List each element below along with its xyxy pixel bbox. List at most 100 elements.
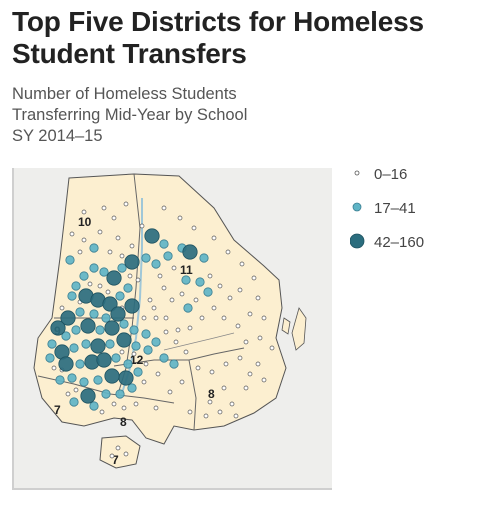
bronx-map: 10 11 9 12 7 8 8 7 bbox=[33, 173, 307, 469]
school-dot-small bbox=[261, 315, 267, 321]
school-dot-medium bbox=[181, 275, 191, 285]
school-dot-medium bbox=[79, 377, 89, 387]
school-dot-medium bbox=[71, 325, 81, 335]
school-dot-medium bbox=[131, 341, 141, 351]
legend-label-medium: 17–41 bbox=[374, 200, 416, 217]
school-dot-small bbox=[147, 297, 153, 303]
school-dot-medium bbox=[89, 401, 99, 411]
school-dot-small bbox=[217, 283, 223, 289]
school-dot-medium bbox=[101, 389, 111, 399]
legend-large-dot bbox=[350, 233, 365, 249]
school-dot-medium bbox=[105, 339, 115, 349]
school-dot-small bbox=[155, 371, 161, 377]
school-dot-small bbox=[119, 253, 125, 259]
school-dot-small bbox=[171, 265, 177, 271]
school-dot-small bbox=[133, 401, 139, 407]
school-dot-small bbox=[207, 273, 213, 279]
subtitle: Number of Homeless Students Transferring… bbox=[12, 84, 247, 147]
school-dot-small bbox=[77, 249, 83, 255]
school-dot-small bbox=[119, 349, 125, 355]
school-dot-medium bbox=[133, 367, 143, 377]
school-dot-small bbox=[225, 249, 231, 255]
school-dot-small bbox=[247, 371, 253, 377]
school-dot-medium bbox=[203, 287, 213, 297]
school-dot-small bbox=[115, 445, 121, 451]
school-dot-medium bbox=[127, 383, 137, 393]
school-dot-medium bbox=[117, 263, 127, 273]
school-dot-small bbox=[161, 285, 167, 291]
school-dot-medium bbox=[151, 337, 161, 347]
school-dot-medium bbox=[115, 291, 125, 301]
school-dot-small bbox=[207, 399, 213, 405]
eastern-island bbox=[291, 307, 307, 351]
legend-item-small: 0–16 bbox=[350, 163, 475, 197]
school-dot-medium bbox=[45, 353, 55, 363]
school-dot-small bbox=[243, 385, 249, 391]
district-label-12: 12 bbox=[130, 353, 144, 367]
school-dot-medium bbox=[159, 353, 169, 363]
school-dot-large bbox=[58, 356, 74, 372]
school-dot-large bbox=[124, 298, 140, 314]
school-dot-large bbox=[144, 228, 160, 244]
school-dot-medium bbox=[89, 243, 99, 253]
school-dot-medium bbox=[159, 239, 169, 249]
school-dot-small bbox=[243, 339, 249, 345]
school-dot-small bbox=[97, 229, 103, 235]
school-dot-small bbox=[255, 295, 261, 301]
legend-label-large: 42–160 bbox=[374, 234, 425, 251]
school-dot-small bbox=[251, 275, 257, 281]
school-dot-small bbox=[223, 361, 229, 367]
school-dot-medium bbox=[75, 359, 85, 369]
school-dot-small bbox=[141, 315, 147, 321]
school-dot-medium bbox=[183, 303, 193, 313]
school-dot-medium bbox=[75, 307, 85, 317]
school-dot-medium bbox=[141, 329, 151, 339]
school-dot-large bbox=[102, 296, 118, 312]
school-dot-small bbox=[111, 215, 117, 221]
school-dot-small bbox=[221, 385, 227, 391]
school-dot-small bbox=[163, 315, 169, 321]
school-dot-small bbox=[141, 379, 147, 385]
school-dot-medium bbox=[111, 353, 121, 363]
school-dot-medium bbox=[169, 359, 179, 369]
school-dot-small bbox=[211, 235, 217, 241]
school-dot-small bbox=[217, 409, 223, 415]
school-dot-medium bbox=[47, 339, 57, 349]
school-dot-medium bbox=[55, 375, 65, 385]
school-dot-medium bbox=[119, 319, 129, 329]
school-dot-small bbox=[163, 329, 169, 335]
school-dot-medium bbox=[195, 277, 205, 287]
school-dot-medium bbox=[67, 373, 77, 383]
school-dot-small bbox=[115, 235, 121, 241]
school-dot-small bbox=[121, 405, 127, 411]
school-dot-small bbox=[257, 335, 263, 341]
district-label-8b: 8 bbox=[208, 387, 215, 401]
legend-medium-dot bbox=[352, 202, 362, 212]
school-dot-large bbox=[80, 388, 96, 404]
school-dot-small bbox=[179, 379, 185, 385]
school-dot-small bbox=[193, 297, 199, 303]
school-dot-small bbox=[111, 401, 117, 407]
school-dot-medium bbox=[89, 263, 99, 273]
school-dot-small bbox=[167, 389, 173, 395]
legend-item-large: 42–160 bbox=[350, 231, 475, 265]
school-dot-small bbox=[51, 365, 57, 371]
school-dot-medium bbox=[81, 339, 91, 349]
school-dot-large bbox=[50, 320, 66, 336]
district-label-11: 11 bbox=[180, 263, 193, 277]
school-dot-medium bbox=[71, 281, 81, 291]
eastern-islet bbox=[281, 317, 291, 335]
school-dot-medium bbox=[67, 291, 77, 301]
district-label-7b: 7 bbox=[112, 453, 119, 467]
school-dot-large bbox=[104, 368, 120, 384]
school-dot-small bbox=[123, 201, 129, 207]
school-dot-large bbox=[104, 320, 120, 336]
school-dot-medium bbox=[69, 343, 79, 353]
school-dot-small bbox=[211, 305, 217, 311]
district-label-10: 10 bbox=[78, 215, 92, 229]
school-dot-small bbox=[73, 387, 79, 393]
school-dot-medium bbox=[141, 253, 151, 263]
school-dot-small bbox=[69, 231, 75, 237]
school-dot-small bbox=[269, 345, 275, 351]
